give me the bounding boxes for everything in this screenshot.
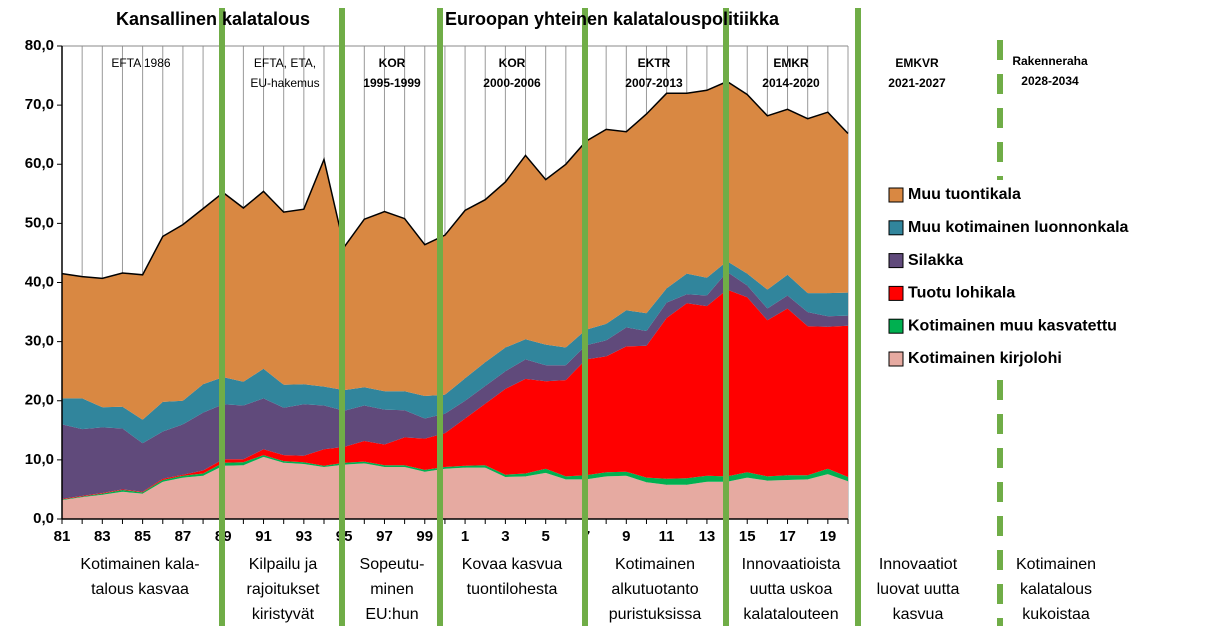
y-tick-label: 70,0	[25, 96, 54, 113]
period-label: EFTA 1986	[111, 56, 170, 70]
x-tick-label: 3	[501, 528, 509, 545]
phase-label: Kovaa kasvua	[462, 556, 563, 573]
legend-swatch	[888, 351, 904, 367]
area	[62, 81, 848, 420]
x-tick-label: 85	[134, 528, 151, 545]
phase-label: rajoitukset	[247, 581, 320, 598]
period-label: EMKR	[773, 56, 809, 70]
area	[62, 261, 848, 444]
phase-label: Kotimainen	[615, 556, 695, 573]
legend-swatch	[888, 187, 904, 203]
period-label: KOR	[379, 56, 406, 70]
x-tick-label: 97	[376, 528, 393, 545]
legend-swatch	[888, 318, 904, 334]
phase-label: uutta uskoa	[750, 581, 833, 598]
y-tick-label: 40,0	[25, 273, 54, 290]
y-tick-label: 20,0	[25, 392, 54, 409]
legend-swatch	[888, 285, 904, 301]
header: Euroopan yhteinen kalatalouspolitiikka	[445, 9, 780, 29]
period-label: Rakenneraha	[1012, 54, 1088, 68]
legend-label: Tuotu lohikala	[908, 285, 1015, 302]
x-tick-label: 17	[779, 528, 796, 545]
x-tick-label: 99	[416, 528, 433, 545]
period-label: EKTR	[638, 56, 671, 70]
x-tick-label: 91	[255, 528, 272, 545]
y-tick-label: 50,0	[25, 214, 54, 231]
y-tick-label: 80,0	[25, 37, 54, 54]
period-label: EMKVR	[895, 56, 939, 70]
x-tick-label: 81	[54, 528, 71, 545]
phase-label: alkutuotanto	[611, 581, 698, 598]
phase-label: kalatalouteen	[743, 606, 838, 623]
y-tick-label: 60,0	[25, 155, 54, 172]
x-tick-label: 1	[461, 528, 469, 545]
legend-label: Muu tuontikala	[908, 186, 1021, 203]
area	[62, 289, 848, 500]
x-tick-label: 19	[820, 528, 837, 545]
area-outline	[61, 80, 849, 280]
legend-label: Kotimainen kirjolohi	[908, 350, 1062, 367]
phase-label: kukoistaa	[1022, 606, 1090, 623]
period-label: 2000-2006	[483, 76, 541, 90]
phase-label: minen	[370, 581, 414, 598]
area	[62, 271, 848, 499]
area	[62, 456, 848, 519]
x-tick-label: 93	[296, 528, 313, 545]
period-label: 2014-2020	[762, 76, 820, 90]
phase-label: Sopeutu-	[360, 556, 425, 573]
phase-label: kasvua	[893, 606, 944, 623]
legend-bg	[878, 180, 1214, 376]
x-tick-label: 13	[699, 528, 716, 545]
period-label: KOR	[499, 56, 526, 70]
phase-label: talous kasvaa	[91, 581, 189, 598]
x-tick-label: 83	[94, 528, 111, 545]
period-label: 2007-2013	[625, 76, 683, 90]
header: Kansallinen kalatalous	[116, 9, 310, 29]
phase-label: kalatalous	[1020, 581, 1092, 598]
x-tick-label: 87	[175, 528, 192, 545]
x-tick-label: 5	[542, 528, 550, 545]
legend-swatch	[888, 253, 904, 269]
phase-label: tuontilohesta	[467, 581, 558, 598]
period-label: EU-hakemus	[250, 76, 319, 90]
phase-label: Innovaatiot	[879, 556, 958, 573]
legend-label: Muu kotimainen luonnonkala	[908, 219, 1129, 236]
phase-label: kiristyvät	[252, 606, 315, 623]
phase-label: Innovaatioista	[742, 556, 841, 573]
y-tick-label: 0,0	[33, 510, 54, 527]
period-label: EFTA, ETA,	[254, 56, 316, 70]
legend-label: Kotimainen muu kasvatettu	[908, 317, 1117, 334]
period-label: 2021-2027	[888, 76, 946, 90]
x-tick-label: 11	[659, 528, 675, 545]
phase-label: EU:hun	[365, 606, 418, 623]
legend-swatch	[888, 220, 904, 236]
phase-label: puristuksissa	[609, 606, 702, 623]
y-tick-label: 10,0	[25, 451, 54, 468]
y-tick-label: 30,0	[25, 333, 54, 350]
x-tick-label: 9	[622, 528, 630, 545]
x-tick-label: 15	[739, 528, 756, 545]
period-label: 1995-1999	[363, 76, 421, 90]
phase-label: Kotimainen	[1016, 556, 1096, 573]
phase-label: luovat uutta	[877, 581, 960, 598]
phase-label: Kotimainen kala-	[80, 556, 199, 573]
period-label: 2028-2034	[1021, 74, 1079, 88]
phase-label: Kilpailu ja	[249, 556, 318, 573]
legend-label: Silakka	[908, 252, 963, 269]
